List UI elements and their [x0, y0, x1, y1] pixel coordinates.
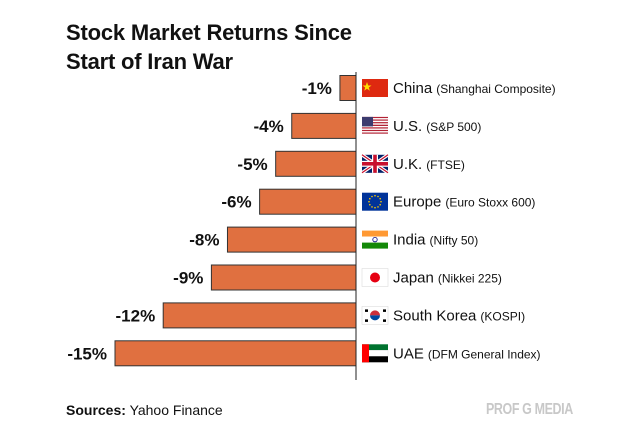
index-name: (Nifty 50) — [430, 234, 479, 248]
data-label: -1% — [302, 79, 332, 98]
bar — [275, 150, 357, 177]
category-label: Japan (Nikkei 225) — [393, 270, 502, 287]
sources-value: Yahoo Finance — [129, 402, 223, 418]
bar — [162, 302, 357, 329]
category-label: UAE (DFM General Index) — [393, 345, 541, 362]
data-label: -9% — [173, 269, 203, 288]
data-label: -4% — [253, 117, 283, 136]
country-name: U.K. — [393, 156, 422, 173]
data-label: -5% — [237, 155, 267, 174]
bar-row: -12% South Korea (KOSPI) — [116, 302, 525, 329]
category-label: South Korea (KOSPI) — [393, 307, 525, 324]
chart-title: Stock Market Returns Since Start of Iran… — [66, 18, 352, 76]
index-name: (FTSE) — [426, 158, 465, 172]
country-name: Japan — [393, 270, 434, 287]
data-label: -12% — [116, 306, 156, 325]
index-name: (S&P 500) — [426, 120, 481, 134]
category-label: India (Nifty 50) — [393, 232, 478, 249]
sources-label: Sources: — [66, 402, 126, 418]
chart-title-line-1: Stock Market Returns Since — [66, 20, 352, 45]
index-name: (Euro Stoxx 600) — [445, 196, 535, 210]
bar — [226, 226, 357, 253]
bar — [259, 188, 357, 215]
uk-flag-icon — [361, 153, 389, 175]
bar — [114, 340, 357, 367]
country-name: Europe — [393, 194, 441, 211]
index-name: (Nikkei 225) — [438, 272, 502, 286]
us-flag-icon — [362, 116, 388, 136]
chart-title-line-2: Start of Iran War — [66, 49, 233, 74]
bar-row: -6% Europe (Euro Stoxx 600) — [221, 188, 535, 215]
country-name: South Korea — [393, 307, 477, 324]
bar-row: -1% China (Shanghai Composite) — [302, 75, 556, 101]
bar-row: -4% U.S. (S&P 500) — [253, 112, 481, 139]
bar-row: -15% UAE (DFM General Index) — [67, 340, 541, 367]
country-name: India — [393, 232, 426, 249]
sources-note: Sources: Yahoo Finance — [66, 402, 223, 418]
uae-flag-icon — [361, 344, 389, 363]
index-name: (Shanghai Composite) — [436, 82, 555, 96]
country-name: UAE — [393, 345, 424, 362]
bar — [291, 112, 357, 139]
data-label: -8% — [189, 231, 219, 250]
index-name: (KOSPI) — [480, 309, 525, 323]
eu-flag-icon — [362, 192, 388, 211]
category-label: U.K. (FTSE) — [393, 156, 465, 173]
china-flag-icon — [362, 79, 388, 97]
bar-row: -8% India (Nifty 50) — [189, 226, 478, 253]
data-label: -6% — [221, 193, 251, 212]
bar — [339, 75, 357, 101]
bar-row: -9% Japan (Nikkei 225) — [173, 264, 502, 291]
bar — [210, 264, 357, 291]
japan-flag-icon — [361, 268, 389, 287]
data-label: -15% — [67, 344, 107, 363]
brand-logo: PROF G MEDIA — [486, 401, 573, 418]
category-label: U.S. (S&P 500) — [393, 118, 481, 135]
category-label: Europe (Euro Stoxx 600) — [393, 194, 535, 211]
country-name: U.S. — [393, 118, 422, 135]
country-name: China — [393, 80, 433, 97]
category-label: China (Shanghai Composite) — [393, 80, 556, 97]
bar-row: -5% U.K. (FTSE) — [237, 150, 465, 177]
india-flag-icon — [362, 230, 388, 249]
index-name: (DFM General Index) — [428, 347, 541, 361]
south-korea-flag-icon — [361, 306, 389, 325]
